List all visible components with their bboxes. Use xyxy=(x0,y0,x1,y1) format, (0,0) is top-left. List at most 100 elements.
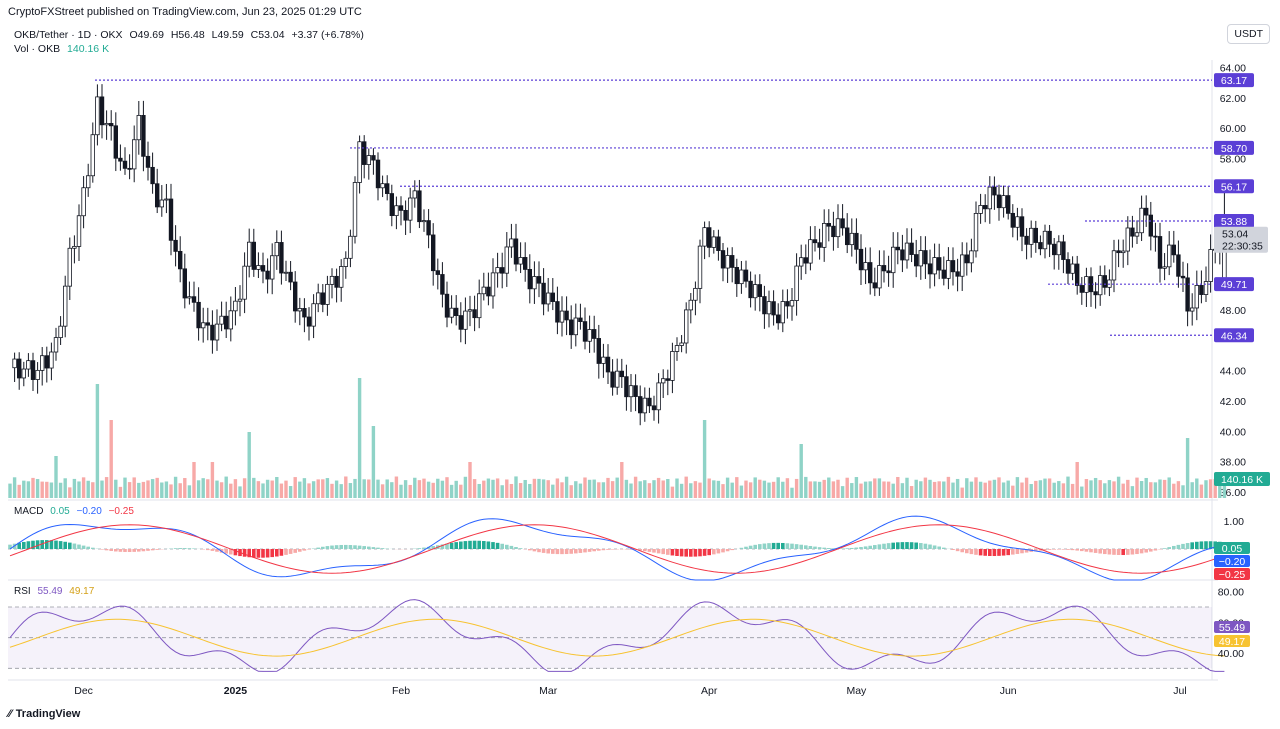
volume-bar xyxy=(1195,478,1199,498)
candle-body xyxy=(237,298,243,302)
volume-bar xyxy=(178,483,182,498)
candle-body xyxy=(665,378,670,381)
candle-body xyxy=(95,96,100,136)
volume-bar xyxy=(739,485,744,498)
candle-body xyxy=(601,356,606,364)
candle-body xyxy=(1194,285,1199,309)
volume-bar xyxy=(1024,477,1029,498)
volume-bar xyxy=(454,480,458,498)
volume-bar xyxy=(992,479,997,498)
macd-histogram-bar xyxy=(942,547,946,549)
macd-histogram-bar xyxy=(974,549,978,555)
macd-histogram-bar xyxy=(827,548,831,549)
macd-histogram-bar xyxy=(1112,549,1116,555)
volume-bar xyxy=(523,479,527,498)
macd-histogram-bar xyxy=(845,548,849,549)
candle-body xyxy=(499,267,505,274)
macd-histogram-bar xyxy=(339,544,343,549)
macd-histogram-bar xyxy=(265,549,270,558)
candle-body xyxy=(881,265,887,272)
macd-histogram-bar xyxy=(597,549,601,551)
volume-bar xyxy=(633,476,638,498)
macd-histogram-bar xyxy=(670,549,675,556)
macd-value-tag-label: 0.05 xyxy=(1222,543,1243,555)
macd-histogram-bar xyxy=(656,549,661,554)
volume-bar xyxy=(532,478,537,498)
macd-histogram-bar xyxy=(247,549,251,558)
macd-histogram-bar xyxy=(702,549,707,556)
volume-bar xyxy=(357,378,362,498)
macd-label: MACD xyxy=(14,506,44,517)
macd-histogram-bar xyxy=(560,549,564,555)
candle-body xyxy=(1144,207,1149,216)
macd-histogram-bar xyxy=(707,549,711,556)
candle-body xyxy=(812,239,818,244)
volume-bar xyxy=(1121,483,1125,498)
candle-body xyxy=(1079,285,1084,293)
volume-bar xyxy=(431,482,435,498)
price-tick-label: 36.00 xyxy=(1220,487,1246,499)
rsi-ma-line xyxy=(9,618,1225,657)
candle-body xyxy=(283,271,289,274)
macd-histogram-bar xyxy=(1130,549,1135,555)
volume-bar xyxy=(344,476,348,498)
candle-body xyxy=(1157,236,1163,269)
volume-bar xyxy=(597,482,601,498)
macd-histogram-bar xyxy=(909,542,914,549)
macd-histogram-bar xyxy=(1015,549,1020,554)
candle-body xyxy=(720,250,726,269)
volume-bar xyxy=(1052,482,1056,498)
volume-bar xyxy=(1098,480,1102,498)
macd-histogram-bar xyxy=(422,547,426,549)
macd-histogram-bar xyxy=(955,549,960,552)
macd-histogram-bar xyxy=(1043,549,1047,551)
macd-histogram-bar xyxy=(1038,549,1043,551)
candle-body xyxy=(950,260,956,273)
candle-body xyxy=(407,197,413,221)
volume-bar xyxy=(988,480,992,498)
candle-body xyxy=(854,232,859,250)
macd-histogram-bar xyxy=(509,545,514,549)
candle-body xyxy=(21,368,26,379)
volume-bar xyxy=(1061,483,1066,498)
volume-bar xyxy=(886,481,891,498)
candle-body xyxy=(996,194,1002,209)
macd-histogram-bar xyxy=(104,549,109,551)
candle-body xyxy=(200,322,206,329)
macd-histogram-bar xyxy=(500,543,504,549)
candle-body xyxy=(1134,232,1140,237)
volume-bar xyxy=(196,480,201,498)
macd-histogram-bar xyxy=(532,549,537,552)
macd-value-tag xyxy=(1214,568,1250,580)
candle-body xyxy=(168,198,174,241)
macd-histogram-bar xyxy=(330,545,334,549)
candle-body xyxy=(122,160,128,169)
currency-selector[interactable]: USDT xyxy=(1227,24,1270,44)
candle-body xyxy=(334,275,339,288)
candle-body xyxy=(555,301,560,323)
volume-bar xyxy=(436,478,440,498)
candle-body xyxy=(371,155,376,161)
macd-histogram-bar xyxy=(583,549,587,553)
macd-histogram-bar xyxy=(900,542,905,549)
volume-bar xyxy=(629,483,633,498)
candle-body xyxy=(753,284,758,299)
rsi-line xyxy=(9,599,1225,672)
candle-body xyxy=(615,370,620,388)
volume-bar xyxy=(1043,478,1047,498)
candle-body xyxy=(923,250,928,265)
volume-bar xyxy=(288,486,293,498)
candle-body xyxy=(375,159,381,189)
candle-body xyxy=(877,265,882,289)
macd-histogram-bar xyxy=(17,542,21,549)
candle-body xyxy=(1180,275,1186,279)
candle-body xyxy=(182,268,187,299)
volume-bar xyxy=(95,384,100,498)
time-tick-label: Feb xyxy=(392,685,410,697)
volume-bar xyxy=(647,483,652,498)
macd-histogram-bar xyxy=(505,544,509,549)
time-tick-label: Jul xyxy=(1173,685,1186,697)
candle-body xyxy=(900,249,905,261)
candle-body xyxy=(688,299,693,311)
